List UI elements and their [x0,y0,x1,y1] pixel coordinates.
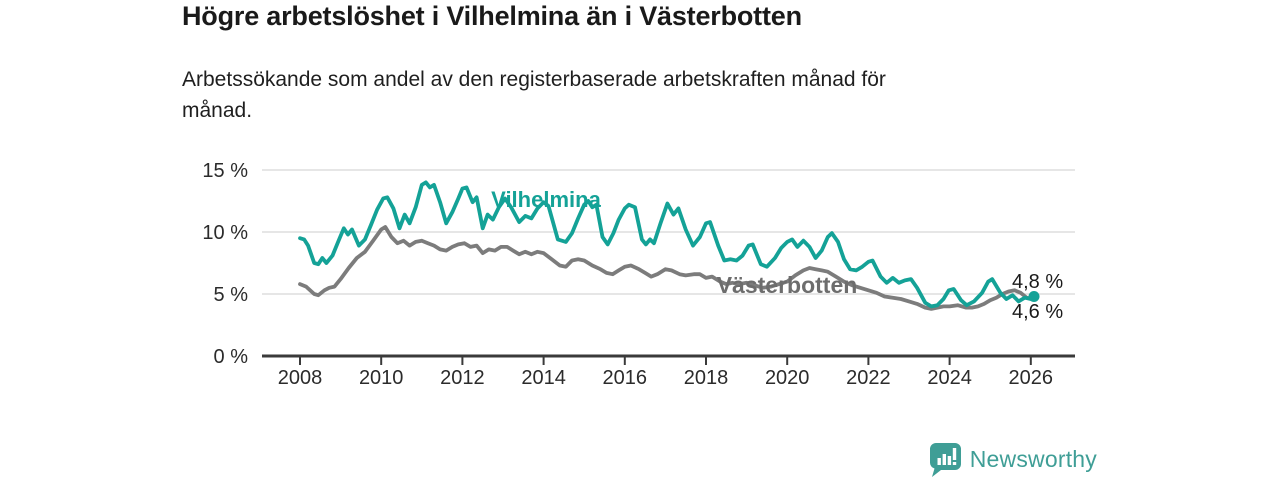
x-tick-label: 2008 [278,367,323,389]
logo-bar-1 [937,457,941,465]
end-value-label-vasterbotten: 4,6 % [1012,301,1063,323]
x-tick-label: 2014 [521,367,566,389]
chart-title: Högre arbetslöshet i Vilhelmina än i Väs… [182,1,802,31]
x-tick-label: 2020 [765,367,810,389]
series-label-vasterbotten: Västerbotten [717,272,858,298]
y-axis-labels: 0 % 5 % 10 % 15 % [202,160,248,368]
series-line-vilhelmina [298,180,1036,309]
y-tick-label: 0 % [214,346,249,368]
logo-exclamation-dot [952,461,956,465]
bar-chart-speech-bubble-icon [929,442,961,477]
chart-subtitle: Arbetssökande som andel av den registerb… [182,68,886,122]
y-tick-label: 10 % [202,222,248,244]
gridlines [262,169,1075,295]
x-axis-ticks [299,357,1032,365]
y-tick-label: 15 % [202,160,248,182]
series-line-vasterbotten [298,225,1036,311]
y-tick-label: 5 % [214,284,249,306]
x-tick-label: 2024 [927,367,972,389]
x-axis-labels: 2008 2010 2012 2014 2016 2018 2020 2022 2024 2026 [278,367,1053,389]
x-tick-label: 2010 [359,367,404,389]
x-tick-label: 2016 [603,367,648,389]
newsworthy-logo: Newsworthy [929,442,1097,477]
logo-bar-3 [947,455,951,465]
newsworthy-wordmark: Newsworthy [969,445,1097,472]
series-end-dot-vilhelmina [1028,291,1040,302]
x-tick-label: 2012 [440,367,485,389]
logo-bar-2 [942,453,946,465]
logo-exclamation-bar [952,447,956,460]
x-tick-label: 2026 [1009,367,1054,389]
series-label-vilhelmina: Vilhelmina [491,187,601,212]
x-tick-label: 2022 [846,367,891,389]
x-tick-label: 2018 [684,367,729,389]
end-value-label-vilhelmina: 4,8 % [1012,271,1063,293]
